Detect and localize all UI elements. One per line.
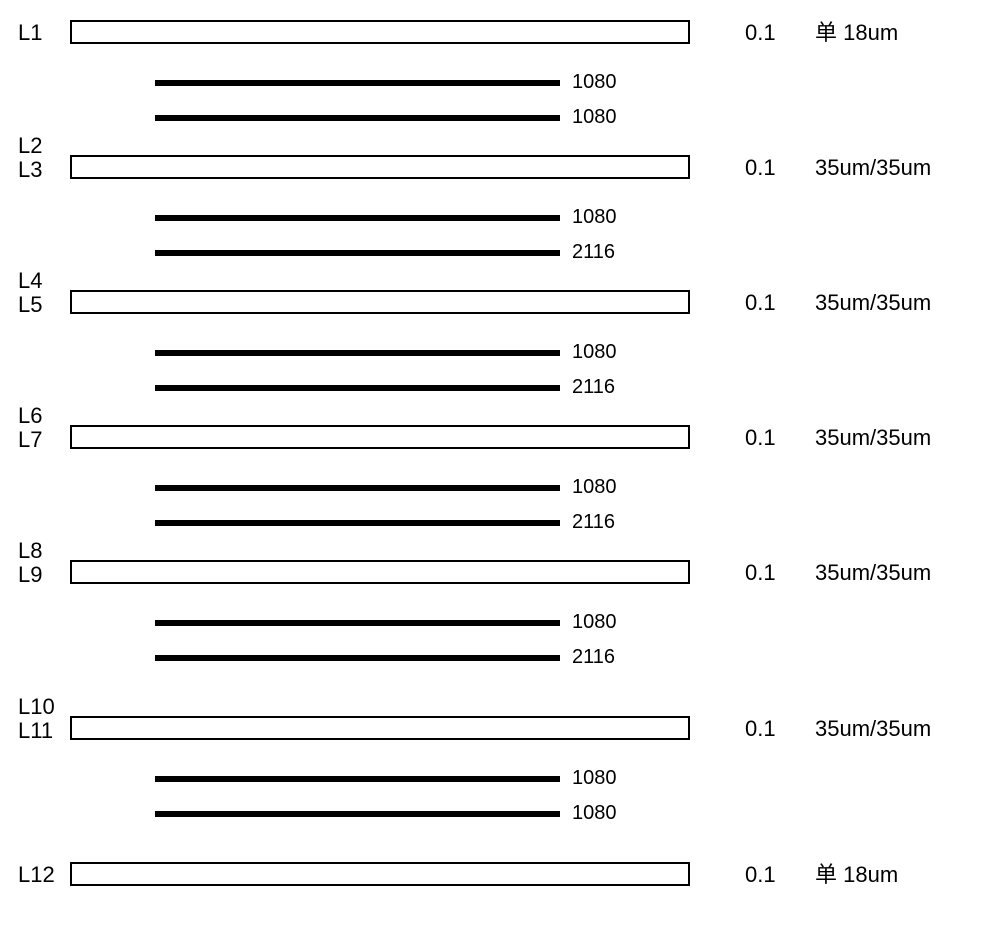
prepreg-type-label: 2116 [572, 512, 615, 532]
core-layer [70, 290, 690, 314]
core-layer [70, 560, 690, 584]
layer-label: L12 [18, 864, 55, 886]
prepreg-type-label: 1080 [572, 803, 617, 823]
prepreg-layer [155, 215, 560, 221]
thickness-value: 0.1 [745, 864, 776, 886]
thickness-value: 0.1 [745, 718, 776, 740]
layer-label: L5 [18, 294, 42, 316]
layer-label: L6 [18, 405, 42, 427]
layer-label: L7 [18, 429, 42, 451]
prepreg-layer [155, 350, 560, 356]
thickness-value: 0.1 [745, 292, 776, 314]
prepreg-layer [155, 620, 560, 626]
prepreg-type-label: 1080 [572, 477, 617, 497]
thickness-value: 0.1 [745, 427, 776, 449]
copper-spec: 35um/35um [815, 157, 931, 179]
prepreg-layer [155, 655, 560, 661]
layer-label: L11 [18, 720, 53, 742]
layer-label: L8 [18, 540, 42, 562]
layer-label: L4 [18, 270, 42, 292]
prepreg-layer [155, 80, 560, 86]
layer-label: L3 [18, 159, 42, 181]
copper-spec: 35um/35um [815, 562, 931, 584]
core-layer [70, 20, 690, 44]
prepreg-type-label: 2116 [572, 377, 615, 397]
prepreg-layer [155, 520, 560, 526]
copper-spec: 单 18um [815, 864, 898, 886]
copper-spec: 35um/35um [815, 292, 931, 314]
core-layer [70, 862, 690, 886]
pcb-stackup-diagram: L1 0.1 单 18um 1080 1080 L2L3 0.1 35um/35um 1080 2… [0, 0, 992, 927]
layer-label: L2 [18, 135, 42, 157]
prepreg-type-label: 1080 [572, 107, 617, 127]
prepreg-type-label: 1080 [572, 72, 617, 92]
core-layer [70, 155, 690, 179]
prepreg-type-label: 1080 [572, 612, 617, 632]
prepreg-layer [155, 485, 560, 491]
prepreg-layer [155, 385, 560, 391]
prepreg-layer [155, 776, 560, 782]
core-layer [70, 425, 690, 449]
copper-spec: 单 18um [815, 22, 898, 44]
prepreg-type-label: 1080 [572, 768, 617, 788]
prepreg-type-label: 1080 [572, 207, 617, 227]
layer-label: L1 [18, 22, 42, 44]
thickness-value: 0.1 [745, 22, 776, 44]
prepreg-layer [155, 115, 560, 121]
prepreg-type-label: 2116 [572, 242, 615, 262]
thickness-value: 0.1 [745, 157, 776, 179]
layer-label: L10 [18, 696, 55, 718]
thickness-value: 0.1 [745, 562, 776, 584]
prepreg-layer [155, 811, 560, 817]
copper-spec: 35um/35um [815, 718, 931, 740]
prepreg-layer [155, 250, 560, 256]
copper-spec: 35um/35um [815, 427, 931, 449]
layer-label: L9 [18, 564, 42, 586]
core-layer [70, 716, 690, 740]
prepreg-type-label: 1080 [572, 342, 617, 362]
prepreg-type-label: 2116 [572, 647, 615, 667]
